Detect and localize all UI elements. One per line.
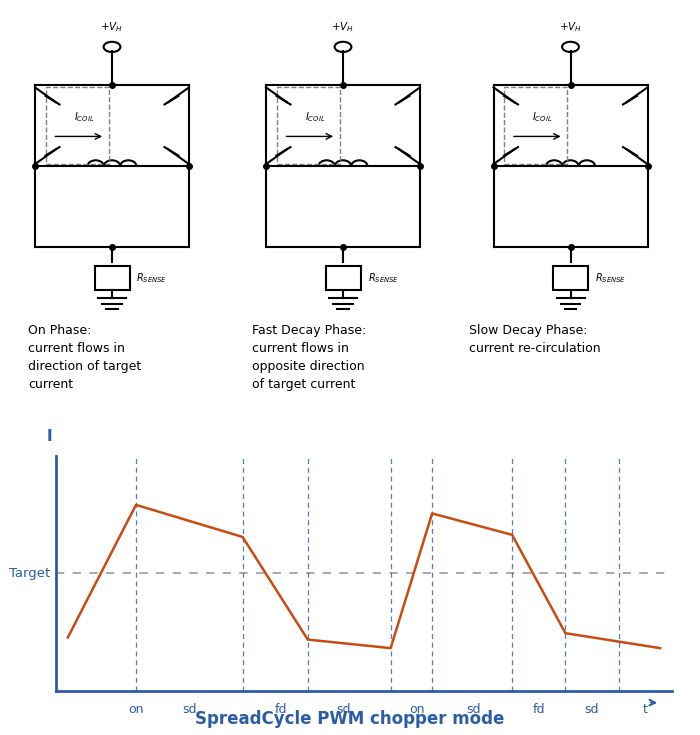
Text: fd: fd [275, 703, 287, 716]
Bar [326, 267, 360, 290]
Text: I: I [47, 429, 52, 444]
Text: fd: fd [533, 703, 545, 716]
Text: sd: sd [182, 703, 197, 716]
Text: sd: sd [584, 703, 599, 716]
Bar [553, 267, 588, 290]
Text: sd: sd [336, 703, 351, 716]
Text: $I_{COIL}$: $I_{COIL}$ [532, 110, 553, 124]
Text: $+V_H$: $+V_H$ [559, 21, 582, 34]
Text: $+V_H$: $+V_H$ [332, 21, 354, 34]
Bar [94, 267, 130, 290]
Text: Fast Decay Phase:
current flows in
opposite direction
of target current: Fast Decay Phase: current flows in oppos… [252, 324, 366, 391]
Text: On Phase:
current flows in
direction of target
current: On Phase: current flows in direction of … [28, 324, 141, 391]
Text: $I_{COIL}$: $I_{COIL}$ [74, 110, 95, 124]
Text: Slow Decay Phase:
current re-circulation: Slow Decay Phase: current re-circulation [469, 324, 601, 355]
Text: $I_{COIL}$: $I_{COIL}$ [304, 110, 326, 124]
Bar [46, 87, 108, 164]
Text: $R_{SENSE}$: $R_{SENSE}$ [368, 271, 398, 285]
Bar [504, 87, 567, 164]
Bar [276, 87, 340, 164]
Text: SpreadCycle PWM chopper mode: SpreadCycle PWM chopper mode [195, 710, 505, 728]
Text: sd: sd [466, 703, 481, 716]
Text: $+V_H$: $+V_H$ [101, 21, 123, 34]
Text: Target: Target [8, 567, 50, 580]
Text: on: on [128, 703, 144, 716]
Text: on: on [410, 703, 425, 716]
Text: $R_{SENSE}$: $R_{SENSE}$ [595, 271, 626, 285]
Text: $R_{SENSE}$: $R_{SENSE}$ [136, 271, 167, 285]
Text: t: t [643, 703, 648, 716]
